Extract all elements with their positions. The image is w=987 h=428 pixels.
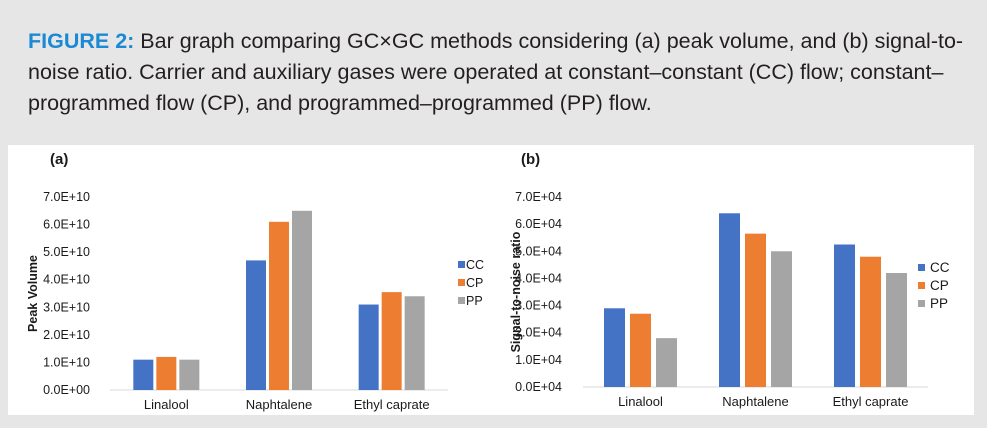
chart-a-panel-label: (a) bbox=[50, 151, 68, 168]
chart-a-legend-swatch-cp bbox=[458, 279, 465, 286]
chart-b-bar-cp-ethyl-caprate bbox=[860, 256, 881, 387]
chart-b-bar-cp-linalool bbox=[630, 313, 651, 387]
chart-a-ytick-label: 0.0E+00 bbox=[43, 383, 90, 397]
figure-label: FIGURE 2: bbox=[28, 29, 135, 53]
chart-b-legend-label-cp: CP bbox=[930, 278, 949, 293]
chart-b-ytick-label: 6.0E+04 bbox=[515, 217, 562, 231]
chart-a-ytick-label: 4.0E+10 bbox=[43, 273, 90, 287]
chart-b-bar-pp-naphtalene bbox=[771, 251, 792, 387]
chart-a-ytick-label: 5.0E+10 bbox=[43, 245, 90, 259]
chart-b-category-label: Naphtalene bbox=[722, 394, 789, 409]
chart-b-bar-cc-linalool bbox=[604, 308, 625, 387]
chart-b-ytick-label: 2.0E+04 bbox=[515, 326, 562, 340]
chart-b-bar-cp-naphtalene bbox=[745, 233, 766, 387]
caption-text: Bar graph comparing GC×GC methods consid… bbox=[28, 29, 964, 115]
chart-a-ytick-label: 2.0E+10 bbox=[43, 328, 90, 342]
chart-a-bar-cc-ethyl-caprate bbox=[358, 304, 379, 390]
chart-b-legend-label-cc: CC bbox=[930, 260, 950, 275]
chart-a-bar-pp-linalool bbox=[179, 359, 200, 390]
chart-b-category-label: Ethyl caprate bbox=[833, 394, 909, 409]
chart-b-category-label: Linalool bbox=[618, 394, 663, 409]
chart-a-ytick-label: 7.0E+10 bbox=[43, 190, 90, 204]
chart-b-ytick-label: 4.0E+04 bbox=[515, 271, 562, 285]
chart-a-bar-cp-linalool bbox=[156, 356, 177, 390]
charts-panel: (a) 0.0E+00 1.0E+10 2.0E+10 3.0E+10 4.0E+10 5.… bbox=[8, 145, 974, 415]
chart-a-bar-cc-linalool bbox=[133, 359, 154, 390]
chart-b-ytick-label: 0.0E+04 bbox=[515, 380, 562, 394]
chart-a-ytick-label: 3.0E+10 bbox=[43, 300, 90, 314]
chart-b-ylabel: Signal-to-noise ratio bbox=[509, 231, 523, 352]
chart-a-ytick-label: 1.0E+10 bbox=[43, 355, 90, 369]
chart-b-panel-label: (b) bbox=[521, 151, 540, 168]
chart-b-legend-swatch-cc bbox=[918, 264, 925, 271]
chart-a-bar-pp-naphtalene bbox=[292, 210, 312, 390]
chart-b-bar-pp-linalool bbox=[656, 338, 677, 387]
figure-caption: FIGURE 2: Bar graph comparing GC×GC meth… bbox=[28, 26, 968, 119]
chart-b-bar-cc-ethyl-caprate bbox=[834, 244, 855, 387]
chart-a-bar-cp-ethyl-caprate bbox=[381, 292, 402, 390]
chart-b-bar-cc-naphtalene bbox=[719, 213, 740, 387]
chart-a-legend-label-cc: CC bbox=[466, 258, 484, 272]
chart-a-category-label: Naphtalene bbox=[246, 397, 313, 412]
chart-b-ytick-label: 5.0E+04 bbox=[515, 244, 562, 258]
chart-a-bar-cc-naphtalene bbox=[246, 260, 266, 390]
chart-b-legend-label-pp: PP bbox=[930, 296, 948, 311]
chart-a-ylabel: Peak Volume bbox=[26, 255, 40, 332]
chart-b-bar-pp-ethyl-caprate bbox=[886, 273, 907, 387]
chart-a-legend-label-pp: PP bbox=[466, 294, 483, 308]
chart-b-ytick-label: 1.0E+04 bbox=[515, 353, 562, 367]
chart-b-ytick-label: 3.0E+04 bbox=[515, 299, 562, 313]
chart-a-bar-pp-ethyl-caprate bbox=[404, 296, 425, 390]
chart-a-ytick-label: 6.0E+10 bbox=[43, 218, 90, 232]
chart-a-bar-cp-naphtalene bbox=[269, 221, 289, 390]
chart-b-legend-swatch-pp bbox=[918, 300, 925, 307]
chart-a-legend-swatch-cc bbox=[458, 261, 465, 268]
chart-a-category-label: Ethyl caprate bbox=[354, 397, 430, 412]
chart-b-legend-swatch-cp bbox=[918, 282, 925, 289]
chart-b-ytick-label: 7.0E+04 bbox=[515, 190, 562, 204]
chart-a-legend-label-cp: CP bbox=[466, 276, 483, 290]
charts-svg: (a) 0.0E+00 1.0E+10 2.0E+10 3.0E+10 4.0E+10 5.… bbox=[26, 151, 950, 412]
chart-a-legend-swatch-pp bbox=[458, 297, 465, 304]
chart-a-category-label: Linalool bbox=[144, 397, 189, 412]
